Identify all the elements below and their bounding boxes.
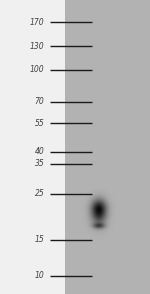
Text: 70: 70 (34, 97, 44, 106)
Text: 15: 15 (34, 235, 44, 244)
Text: 100: 100 (30, 65, 44, 74)
Text: 170: 170 (30, 18, 44, 27)
Text: 10: 10 (34, 271, 44, 280)
Text: 40: 40 (34, 147, 44, 156)
Bar (65, 0, 150, 294)
Text: 25: 25 (34, 189, 44, 198)
Text: 35: 35 (34, 159, 44, 168)
Text: 55: 55 (34, 119, 44, 128)
Text: 130: 130 (30, 42, 44, 51)
